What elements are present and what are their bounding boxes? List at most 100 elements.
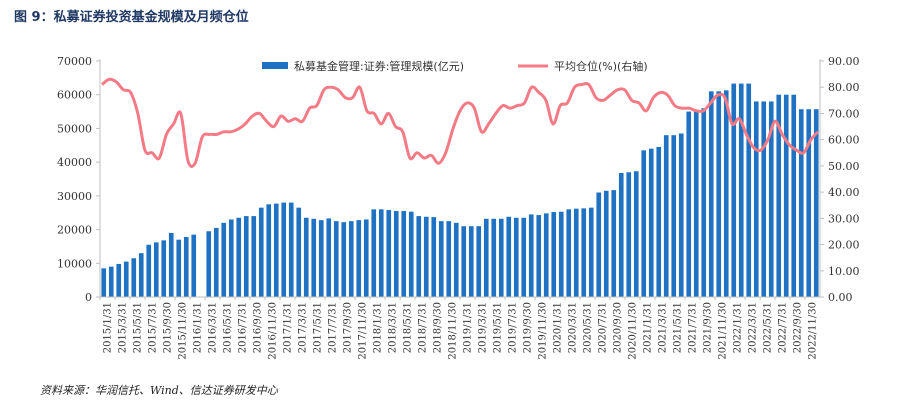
bar	[146, 244, 152, 297]
right-tick-label: 20.00	[828, 239, 860, 252]
x-tick-label: 2018/1/31	[373, 302, 384, 353]
bar	[101, 268, 107, 297]
bar	[408, 211, 414, 297]
bar	[476, 226, 482, 297]
bar	[363, 219, 369, 297]
bar	[686, 111, 692, 297]
x-tick-label: 2019/9/30	[523, 302, 534, 353]
bar	[498, 218, 504, 297]
x-tick-label: 2015/11/30	[178, 302, 189, 360]
bar	[581, 208, 587, 297]
bar	[461, 226, 467, 297]
bar	[356, 220, 362, 297]
left-tick-label: 30000	[57, 190, 92, 203]
bar	[768, 101, 774, 298]
bar	[393, 211, 399, 297]
bar	[288, 202, 294, 297]
bar	[513, 217, 519, 297]
x-tick-label: 2016/9/30	[253, 302, 264, 353]
bar	[491, 218, 497, 297]
bar	[371, 209, 377, 297]
bar	[573, 208, 579, 297]
x-tick-label: 2019/3/31	[478, 302, 489, 353]
bar	[506, 216, 512, 297]
bar	[108, 266, 114, 297]
left-tick-label: 50000	[57, 122, 92, 135]
bar	[333, 221, 339, 297]
bar	[311, 218, 317, 297]
bar	[791, 94, 797, 298]
bar	[543, 213, 549, 297]
bar	[641, 150, 647, 297]
bar	[708, 91, 714, 297]
bar	[626, 172, 632, 297]
bar	[378, 209, 384, 297]
bar	[266, 204, 272, 297]
bar	[326, 218, 332, 297]
bar	[213, 227, 219, 297]
bar	[453, 222, 459, 297]
bar	[446, 221, 452, 297]
x-tick-label: 2020/7/31	[598, 302, 609, 353]
bar	[738, 83, 744, 297]
right-tick-label: 70.00	[828, 107, 860, 120]
bar	[281, 202, 287, 297]
right-tick-label: 40.00	[828, 186, 860, 199]
bar	[468, 226, 474, 297]
bar	[251, 216, 257, 297]
position-line	[101, 77, 820, 169]
figure-title: 图 9：私募证券投资基金规模及月频仓位	[14, 10, 249, 25]
left-tick-label: 40000	[57, 156, 92, 169]
bar	[693, 109, 699, 297]
right-tick-label: 0.00	[828, 291, 853, 304]
x-tick-label: 2021/3/31	[658, 302, 669, 353]
x-tick-label: 2015/1/31	[103, 302, 114, 353]
x-tick-label: 2017/9/30	[343, 302, 354, 353]
bar	[243, 216, 249, 297]
bar	[528, 214, 534, 297]
bar	[596, 192, 602, 297]
bar	[258, 207, 264, 297]
right-tick-label: 90.00	[828, 55, 860, 68]
x-tick-label: 2020/11/30	[628, 302, 639, 360]
legend-label-bars: 私募基金管理:证券:管理规模(亿元)	[294, 59, 464, 73]
x-tick-label: 2019/1/31	[463, 302, 474, 353]
x-tick-label: 2018/5/31	[403, 302, 414, 353]
left-tick-label: 70000	[57, 55, 92, 68]
line-series	[101, 77, 820, 169]
bar	[416, 216, 422, 297]
bar	[746, 83, 752, 297]
x-tick-label: 2018/7/31	[418, 302, 429, 353]
bar	[603, 190, 609, 297]
bar	[236, 217, 242, 297]
x-tick-label: 2017/5/31	[313, 302, 324, 353]
x-tick-label: 2015/7/31	[148, 302, 159, 353]
x-tick-label: 2016/11/30	[268, 302, 279, 360]
left-tick-label: 60000	[57, 89, 92, 102]
bar	[813, 109, 819, 298]
x-tick-label: 2020/9/30	[613, 302, 624, 353]
bar	[348, 221, 354, 297]
bar	[611, 190, 617, 297]
bar	[296, 207, 302, 297]
bar	[303, 217, 309, 297]
x-tick-label: 2019/7/31	[508, 302, 519, 353]
x-tick-label: 2015/5/31	[133, 302, 144, 353]
axes	[96, 59, 824, 300]
bar-series	[101, 83, 819, 298]
bar	[341, 222, 347, 297]
x-tick-label: 2017/7/31	[328, 302, 339, 353]
bar	[633, 171, 639, 297]
x-tick-label: 2020/3/31	[568, 302, 579, 353]
bar	[191, 234, 197, 297]
bar	[131, 258, 137, 297]
x-tick-label: 2017/3/31	[298, 302, 309, 353]
bar	[536, 215, 542, 297]
bar	[731, 83, 737, 297]
x-tick-label: 2016/3/31	[208, 302, 219, 353]
bar	[776, 94, 782, 298]
bar	[183, 236, 189, 297]
x-tick-label: 2022/1/31	[733, 302, 744, 353]
tick-labels: 0 10000 20000 30000 40000 50000 60000 70000 0.00…	[57, 55, 860, 360]
bar	[401, 211, 407, 297]
